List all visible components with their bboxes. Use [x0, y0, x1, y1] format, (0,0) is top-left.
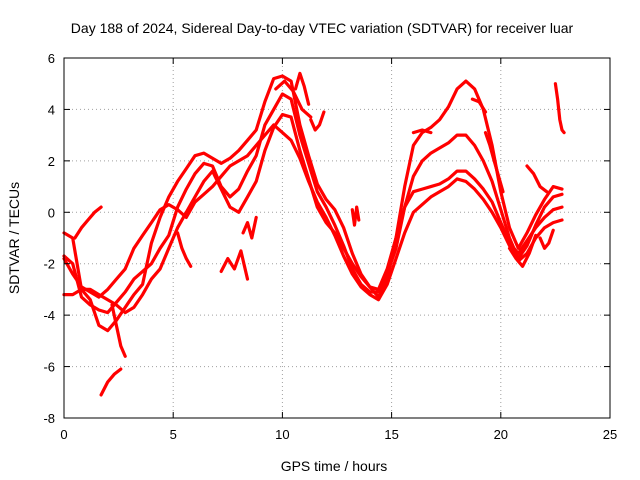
x-tick-label: 25 [603, 427, 617, 442]
x-tick-labels: 0 5 10 15 20 25 [60, 427, 617, 442]
series-line-arc-2 [99, 367, 123, 397]
series-line-arc-6 [241, 215, 258, 240]
series-line-arc-3 [110, 303, 127, 358]
series-line-sat-b [62, 92, 564, 315]
series-line-arc-14 [507, 233, 538, 268]
y-tick-label: -8 [43, 411, 55, 426]
y-tick-label: -2 [43, 257, 55, 272]
series-line-arc-12 [470, 97, 488, 114]
series-line-sat-a [62, 74, 564, 333]
y-tick-label: 0 [48, 205, 55, 220]
ticks [63, 57, 611, 419]
series-line-arc-8 [293, 71, 311, 106]
x-axis-label: GPS time / hours [281, 458, 388, 474]
x-tick-label: 20 [494, 427, 508, 442]
y-tick-label: -4 [43, 308, 55, 323]
series-line-arc-11 [411, 128, 433, 135]
series-line-arc-16 [553, 82, 566, 135]
series-line-arc-10 [350, 205, 361, 227]
plot-frame [63, 57, 611, 419]
series-line-arc-4 [176, 231, 193, 268]
x-tick-label: 10 [275, 427, 289, 442]
y-tick-label: 4 [48, 102, 55, 117]
y-tick-label: -6 [43, 360, 55, 375]
series-line-arc-5 [219, 249, 250, 281]
series-line-arc-13 [483, 131, 505, 194]
series-line-sat-d [62, 123, 564, 302]
y-tick-label: 6 [48, 51, 55, 66]
series-line-arc-7 [274, 79, 313, 119]
series-line-arc-1 [73, 205, 103, 240]
series-line-arc-15 [538, 228, 555, 250]
series-layer [62, 71, 566, 397]
y-axis-label: SDTVAR / TECUs [6, 182, 22, 294]
y-tick-labels: -8 -6 -4 -2 0 2 4 6 [43, 51, 55, 426]
x-tick-label: 15 [384, 427, 398, 442]
series-line-arc-9 [309, 110, 326, 132]
series-line-arc-17 [525, 164, 549, 194]
y-tick-label: 2 [48, 154, 55, 169]
chart-title: Day 188 of 2024, Sidereal Day-to-day VTE… [71, 20, 574, 36]
x-tick-label: 0 [60, 427, 67, 442]
x-tick-label: 5 [170, 427, 177, 442]
